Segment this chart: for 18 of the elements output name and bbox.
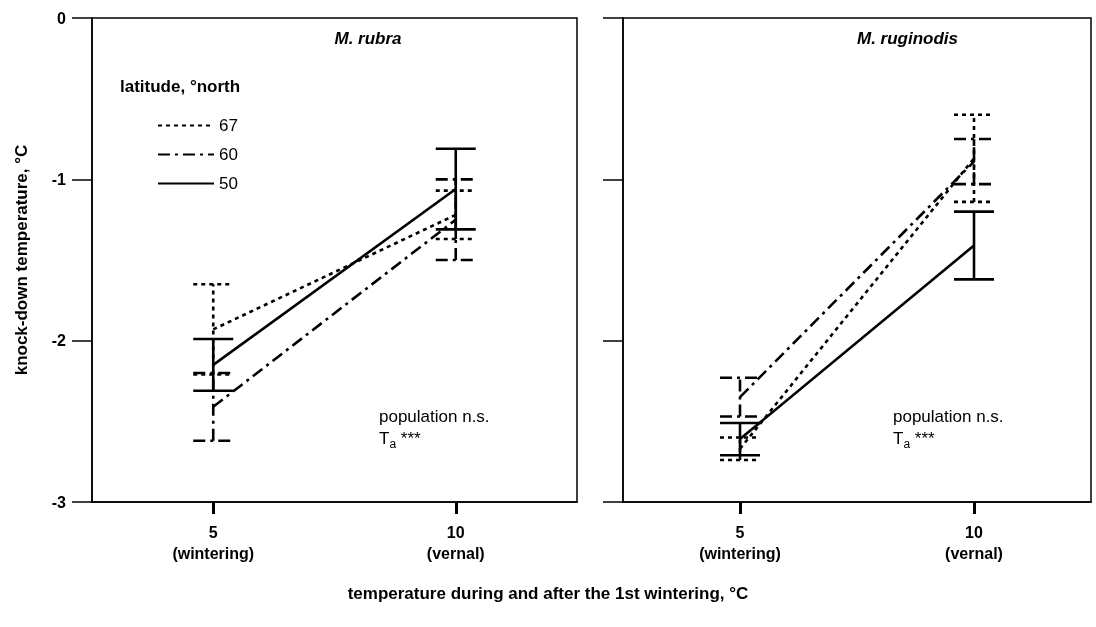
y-tick-label: -1 <box>51 170 67 188</box>
x-axis-title: temperature during and after the 1st wintering, °C <box>346 584 750 604</box>
x-tick-label: 5 (wintering) <box>172 524 255 562</box>
text: M. rubra <box>334 29 402 48</box>
x-tick-label: 5 (wintering) <box>699 524 781 562</box>
y-axis-title: knock-down temperature, °C <box>12 144 31 376</box>
annotation: population n.s. <box>893 407 1004 426</box>
annotation: population n.s. <box>379 407 490 426</box>
x-tick-label: 10 (vernal) <box>945 524 1003 562</box>
legend-title: latitude, °north <box>120 77 241 96</box>
legend-label: 67 <box>219 116 238 135</box>
y-tick-label: 0 <box>57 9 67 27</box>
x-tick-label: 10 (vernal) <box>426 524 485 562</box>
y-tick-label: -2 <box>51 332 67 350</box>
legend-label: 60 <box>219 145 238 164</box>
y-tick-label: -3 <box>51 493 67 511</box>
text: M. ruginodis <box>857 29 959 48</box>
legend-label: 50 <box>219 174 238 193</box>
